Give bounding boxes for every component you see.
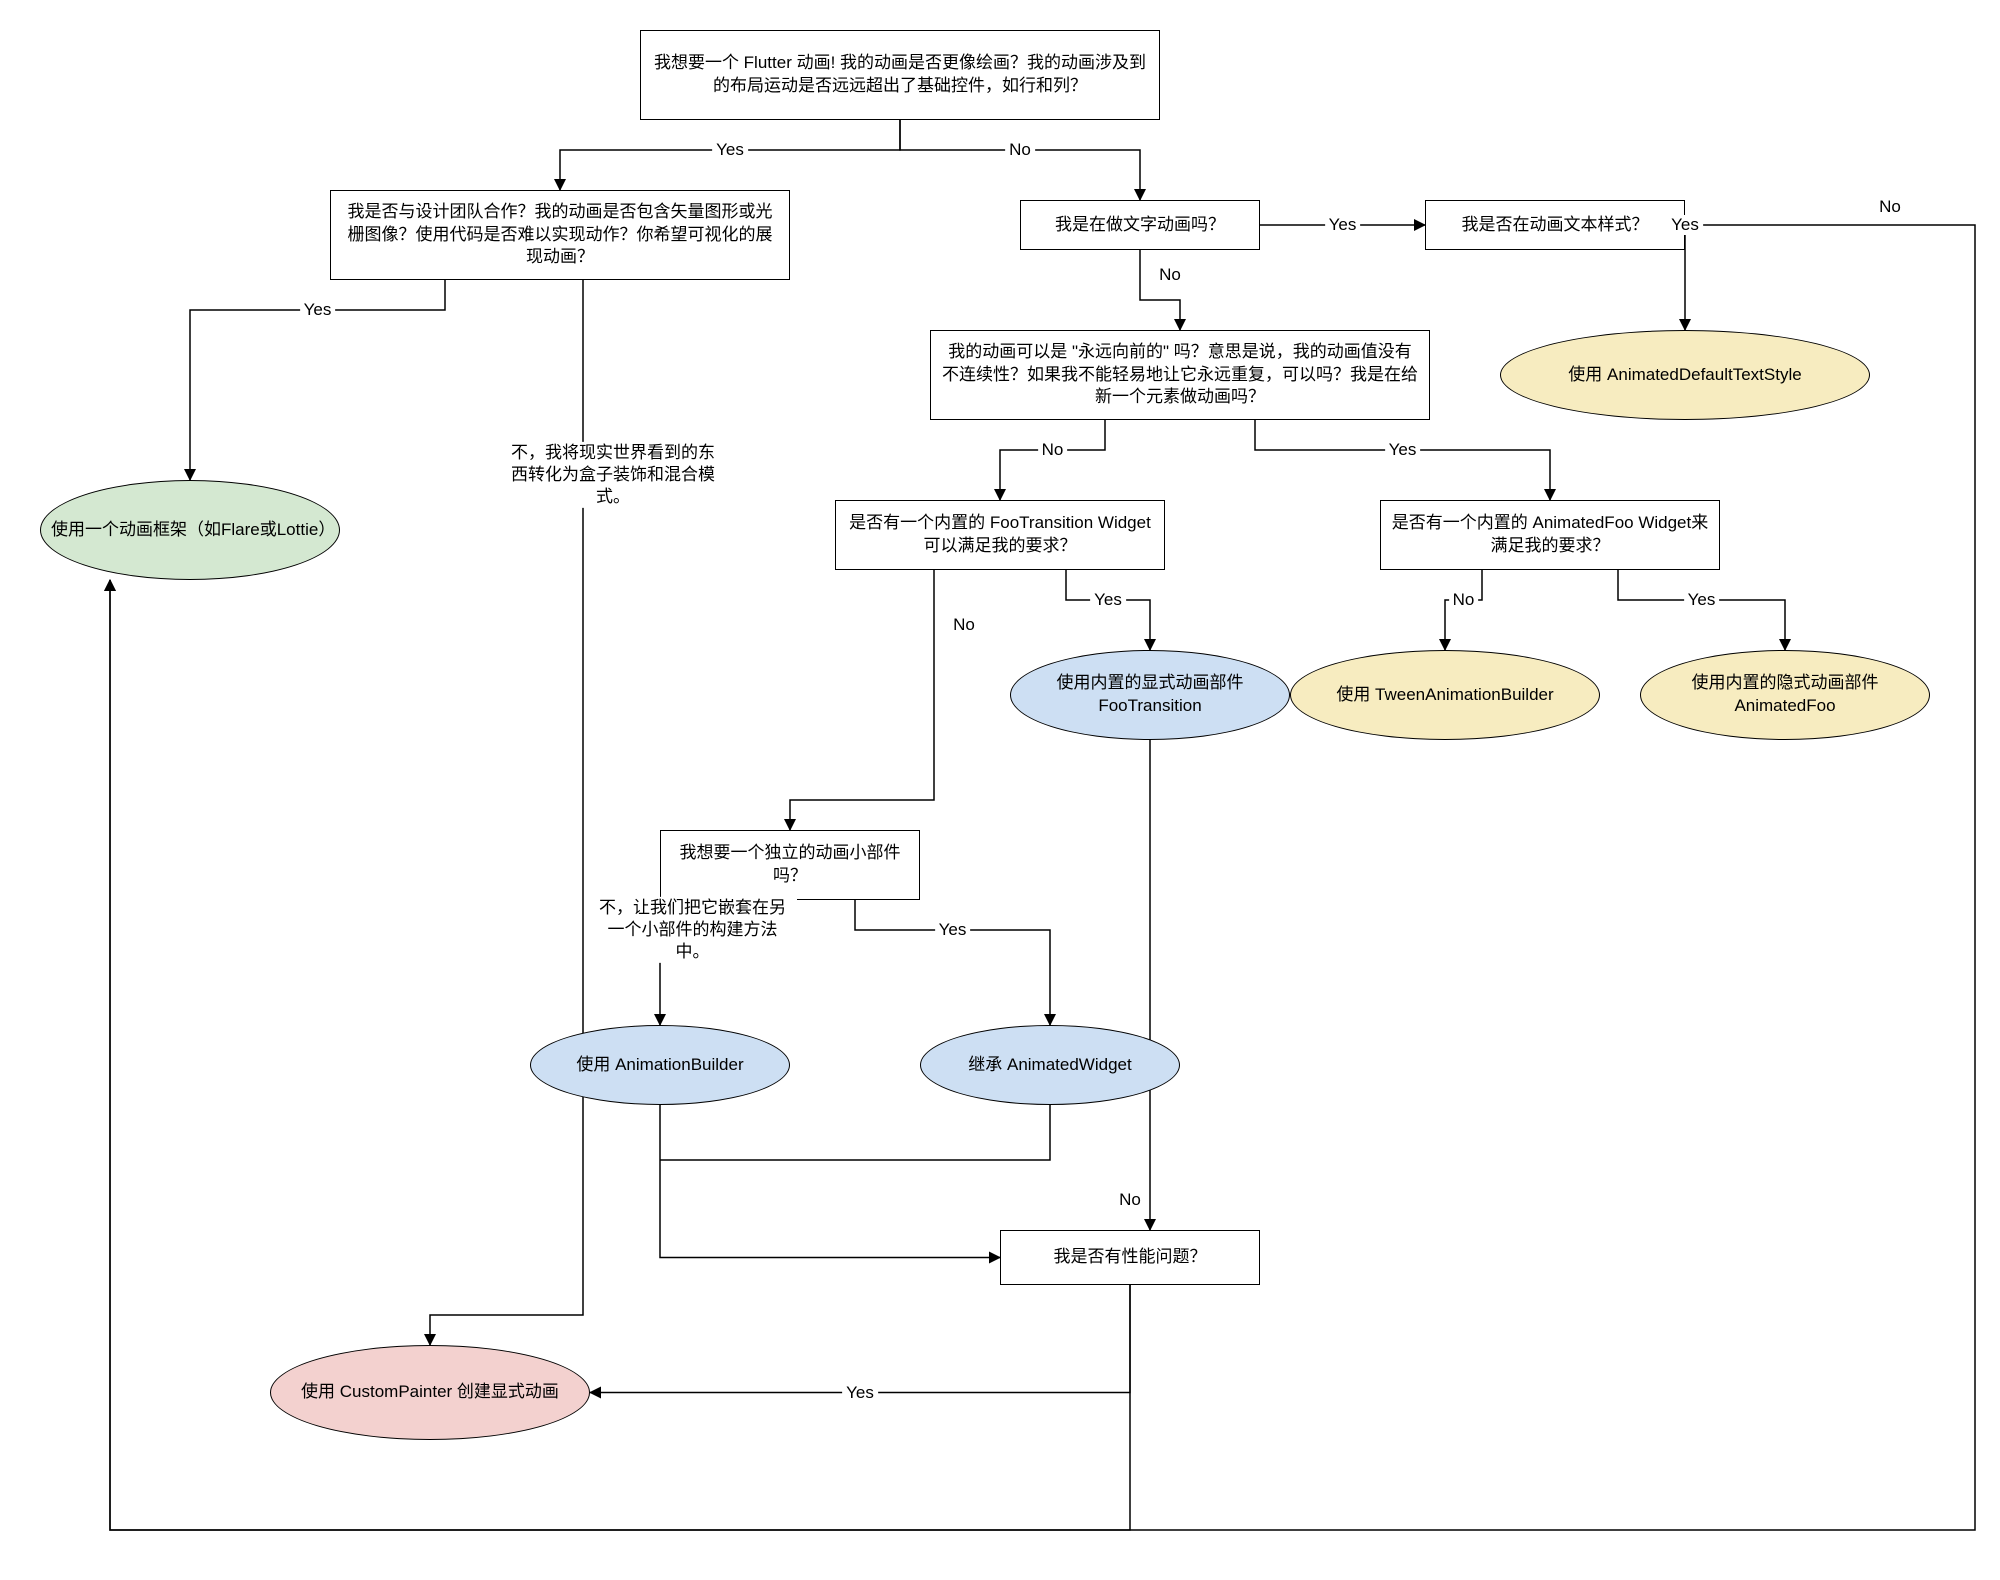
edge-label: No [1449, 590, 1479, 610]
node-n15: 继承 AnimatedWidget [920, 1025, 1180, 1105]
edge-label: 不，我将现实世界看到的东西转化为盒子装饰和混合模式。 [499, 442, 727, 508]
edge-label: No [1115, 1190, 1145, 1210]
edge-label: Yes [1667, 215, 1703, 235]
node-n8: 是否有一个内置的 AnimatedFoo Widget来满足我的要求？ [1380, 500, 1720, 570]
flowchart-canvas: 我想要一个 Flutter 动画! 我的动画是否更像绘画？我的动画涉及到的布局运… [0, 0, 2000, 1580]
edge-label: No [1038, 440, 1068, 460]
edge-label: No [949, 615, 979, 635]
node-n3: 我是在做文字动画吗？ [1020, 200, 1260, 250]
node-n2: 我是否与设计团队合作？我的动画是否包含矢量图形或光栅图像？使用代码是否难以实现动… [330, 190, 790, 280]
node-n4: 我是否在动画文本样式？ [1425, 200, 1685, 250]
edge-label: Yes [300, 300, 336, 320]
node-n11: 使用 TweenAnimationBuilder [1290, 650, 1600, 740]
node-n1: 我想要一个 Flutter 动画! 我的动画是否更像绘画？我的动画涉及到的布局运… [640, 30, 1160, 120]
node-n12: 使用内置的隐式动画部件 AnimatedFoo [1640, 650, 1930, 740]
edge-label: Yes [935, 920, 971, 940]
node-n13: 我想要一个独立的动画小部件吗？ [660, 830, 920, 900]
edge-label: Yes [1684, 590, 1720, 610]
edge-label: Yes [1090, 590, 1126, 610]
node-n6: 使用一个动画框架（如Flare或Lottie） [40, 480, 340, 580]
edge-label: Yes [712, 140, 748, 160]
edge-label: Yes [1325, 215, 1361, 235]
edge-label: 不，让我们把它嵌套在另一个小部件的构建方法中。 [589, 897, 797, 963]
edge-layer [0, 0, 2000, 1580]
edge-label: No [1875, 197, 1905, 217]
edge-label: No [1155, 265, 1185, 285]
node-n14: 使用 AnimationBuilder [530, 1025, 790, 1105]
edge-label: Yes [1385, 440, 1421, 460]
node-n10: 使用内置的显式动画部件 FooTransition [1010, 650, 1290, 740]
node-n17: 使用 CustomPainter 创建显式动画 [270, 1345, 590, 1440]
node-n5: 我的动画可以是 "永远向前的" 吗？意思是说，我的动画值没有不连续性？如果我不能… [930, 330, 1430, 420]
node-n7: 是否有一个内置的 FooTransition Widget 可以满足我的要求？ [835, 500, 1165, 570]
edge-label: No [1005, 140, 1035, 160]
node-n9: 使用 AnimatedDefaultTextStyle [1500, 330, 1870, 420]
edge-label: Yes [842, 1383, 878, 1403]
node-n16: 我是否有性能问题？ [1000, 1230, 1260, 1285]
